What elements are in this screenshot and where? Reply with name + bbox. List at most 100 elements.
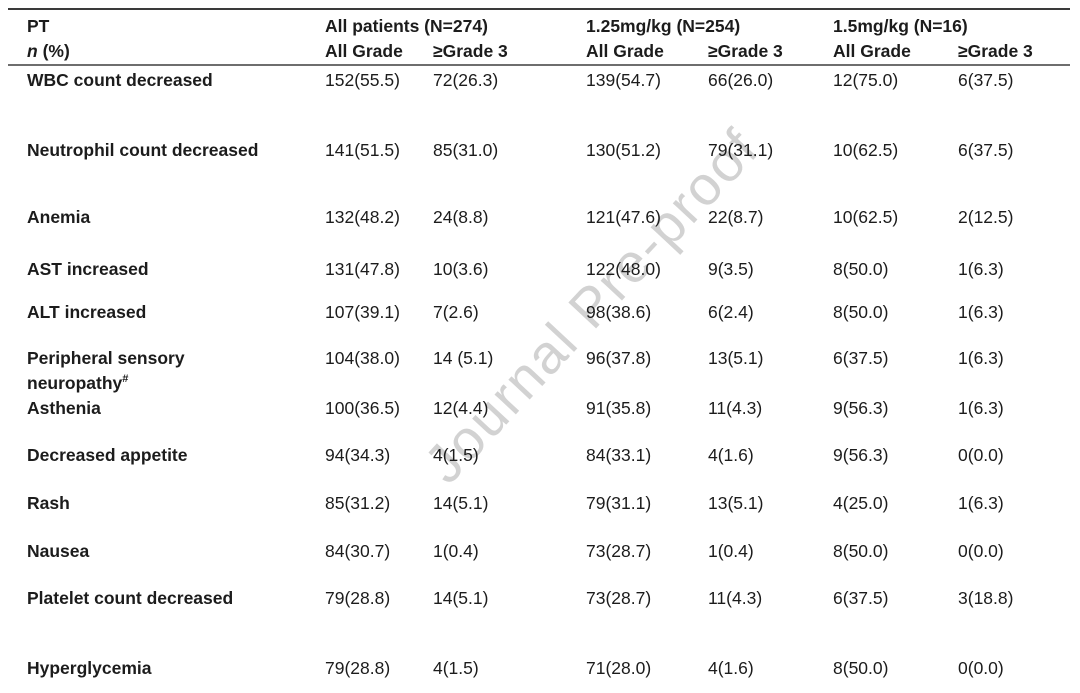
value-cell: 79(28.8) (325, 657, 391, 678)
value-cell: 14(5.1) (433, 492, 489, 513)
adverse-events-table: PT All patients (N=274) 1.25mg/kg (N=254… (8, 8, 1071, 693)
group-header-row: PT All patients (N=274) 1.25mg/kg (N=254… (8, 9, 1070, 41)
subheader-grade3-2: ≥Grade 3 (708, 41, 783, 61)
group-header-dose-1-5: 1.5mg/kg (N=16) (833, 16, 968, 36)
table-row: Neutrophil count decreased 141(51.5) 85(31… (8, 136, 1070, 203)
value-cell: 9(3.5) (708, 259, 754, 279)
table-row: Asthenia 100(36.5) 12(4.4) 91(35.8) 11(4.3) 9… (8, 394, 1070, 441)
value-cell: 107(39.1) (325, 302, 400, 322)
value-cell: 79(31.1) (586, 492, 652, 513)
table-row: Peripheral sensory neuropathy# 104(38.0) 14… (8, 344, 1070, 394)
value-cell: 131(47.8) (325, 259, 400, 279)
value-cell: 130(51.2) (586, 140, 661, 160)
value-cell: 72(26.3) (433, 70, 499, 90)
subheader-all-grade-2: All Grade (586, 41, 664, 61)
footnote-marker: # (122, 373, 129, 385)
value-cell: 4(1.5) (433, 444, 479, 465)
value-cell: 6(37.5) (958, 70, 1014, 90)
value-cell: 1(6.3) (958, 348, 1004, 368)
value-cell: 73(28.7) (586, 540, 652, 561)
value-cell: 122(48.0) (586, 259, 661, 279)
value-cell: 84(33.1) (586, 444, 652, 465)
value-cell: 6(37.5) (833, 587, 889, 608)
table-row: Rash 85(31.2) 14(5.1) 79(31.1) 13(5.1) 4(25.0… (8, 489, 1070, 537)
value-cell: 14(5.1) (433, 587, 489, 608)
value-cell: 9(56.3) (833, 397, 889, 418)
value-cell: 94(34.3) (325, 444, 391, 465)
value-cell: 12(75.0) (833, 70, 899, 90)
value-cell: 8(50.0) (833, 259, 889, 279)
value-cell: 10(62.5) (833, 140, 899, 160)
value-cell: 1(0.4) (708, 540, 754, 561)
table-row: AST increased 131(47.8) 10(3.6) 122(48.0) 9(… (8, 255, 1070, 298)
value-cell: 3(18.8) (958, 587, 1014, 608)
adverse-event-label: Hyperglycemia (27, 657, 152, 678)
value-cell: 73(28.7) (586, 587, 652, 608)
value-cell: 0(0.0) (958, 540, 1004, 561)
table-row: Decreased appetite 94(34.3) 4(1.5) 84(33.1)… (8, 441, 1070, 489)
subheader-grade3-3: ≥Grade 3 (958, 41, 1033, 61)
value-cell: 1(0.4) (433, 540, 479, 561)
value-cell: 13(5.1) (708, 492, 764, 513)
value-cell: 10(3.6) (433, 259, 489, 279)
subheader-grade3-1: ≥Grade 3 (433, 41, 508, 61)
n-percent-header: n (%) (8, 41, 325, 65)
value-cell: 8(50.0) (833, 657, 889, 678)
sub-header-row: n (%) All Grade ≥Grade 3 All Grade ≥Grad… (8, 41, 1070, 65)
table-row: Anemia 132(48.2) 24(8.8) 121(47.6) 22(8.7) 10… (8, 203, 1070, 255)
value-cell: 1(6.3) (958, 302, 1004, 322)
table-row: Nausea 84(30.7) 1(0.4) 73(28.7) 1(0.4) 8(50.0… (8, 537, 1070, 584)
adverse-event-label: Asthenia (27, 397, 101, 418)
value-cell: 9(56.3) (833, 444, 889, 465)
value-cell: 6(2.4) (708, 302, 754, 322)
value-cell: 12(4.4) (433, 397, 489, 418)
value-cell: 13(5.1) (708, 348, 764, 368)
adverse-event-label: AST increased (27, 259, 149, 279)
value-cell: 6(37.5) (958, 140, 1014, 160)
table-body: WBC count decreased 152(55.5) 72(26.3) 139(… (8, 65, 1070, 693)
value-cell: 1(6.3) (958, 492, 1004, 513)
adverse-event-label: WBC count decreased (27, 70, 213, 90)
adverse-event-label: Anemia (27, 207, 91, 227)
value-cell: 85(31.2) (325, 492, 391, 513)
subheader-all-grade-3: All Grade (833, 41, 911, 61)
value-cell: 4(1.6) (708, 444, 754, 465)
adverse-event-label: Peripheral sensory neuropathy# (27, 348, 185, 393)
value-cell: 152(55.5) (325, 70, 400, 90)
value-cell: 8(50.0) (833, 302, 889, 322)
value-cell: 79(31.1) (708, 140, 774, 160)
n-italic: n (27, 41, 38, 61)
value-cell: 4(1.6) (708, 657, 754, 678)
value-cell: 132(48.2) (325, 207, 400, 227)
value-cell: 100(36.5) (325, 397, 400, 418)
value-cell: 139(54.7) (586, 70, 661, 90)
value-cell: 0(0.0) (958, 657, 1004, 678)
adverse-event-label: Platelet count decreased (27, 587, 234, 608)
value-cell: 121(47.6) (586, 207, 661, 227)
adverse-event-label: Neutrophil count decreased (27, 140, 259, 160)
table-row: Platelet count decreased 79(28.8) 14(5.1) 7… (8, 584, 1070, 654)
table-row: WBC count decreased 152(55.5) 72(26.3) 139(… (8, 65, 1070, 136)
value-cell: 11(4.3) (708, 397, 763, 418)
value-cell: 84(30.7) (325, 540, 391, 561)
value-cell: 98(38.6) (586, 302, 652, 322)
value-cell: 7(2.6) (433, 302, 479, 322)
value-cell: 6(37.5) (833, 348, 889, 368)
value-cell: 1(6.3) (958, 397, 1004, 418)
subheader-all-grade-1: All Grade (325, 41, 403, 61)
group-header-dose-1-25: 1.25mg/kg (N=254) (586, 16, 741, 36)
value-cell: 91(35.8) (586, 397, 652, 418)
adverse-event-label: Rash (27, 492, 70, 513)
adverse-event-label: Decreased appetite (27, 444, 188, 465)
value-cell: 104(38.0) (325, 348, 400, 368)
value-cell: 10(62.5) (833, 207, 899, 227)
value-cell: 8(50.0) (833, 540, 889, 561)
value-cell: 1(6.3) (958, 259, 1004, 279)
value-cell: 22(8.7) (708, 207, 764, 227)
value-cell: 4(25.0) (833, 492, 889, 513)
value-cell: 24(8.8) (433, 207, 489, 227)
value-cell: 14 (5.1) (433, 348, 494, 368)
value-cell: 4(1.5) (433, 657, 479, 678)
table-row: Hyperglycemia 79(28.8) 4(1.5) 71(28.0) 4(1.6… (8, 654, 1070, 693)
value-cell: 0(0.0) (958, 444, 1004, 465)
